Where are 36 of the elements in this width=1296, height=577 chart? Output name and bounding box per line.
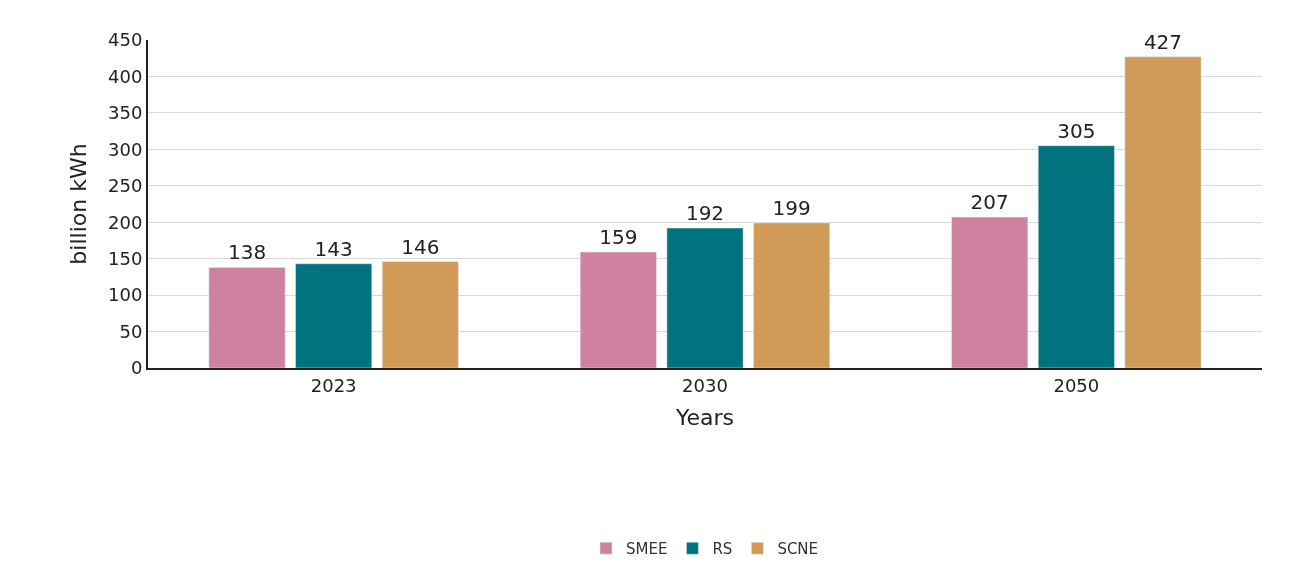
legend-label: SMEE bbox=[626, 540, 668, 559]
x-tick-label: 2023 bbox=[310, 374, 357, 396]
data-label: 138 bbox=[227, 240, 267, 265]
bar bbox=[1124, 56, 1202, 368]
y-tick-label: 300 bbox=[108, 138, 143, 160]
x-axis-title: Years bbox=[674, 405, 735, 430]
bar bbox=[579, 251, 657, 368]
bar bbox=[666, 227, 744, 368]
data-label: 199 bbox=[772, 195, 811, 220]
y-tick-label: 200 bbox=[108, 211, 143, 233]
x-tick-label: 2050 bbox=[1053, 374, 1100, 396]
bar bbox=[208, 267, 286, 368]
x-tick-label: 2030 bbox=[682, 374, 728, 396]
data-label: 159 bbox=[599, 225, 638, 250]
y-tick-label: 250 bbox=[108, 175, 143, 197]
legend-label: SCNE bbox=[777, 540, 819, 559]
y-tick-label: 100 bbox=[108, 284, 143, 306]
bar bbox=[753, 222, 831, 368]
data-label: 305 bbox=[1057, 118, 1096, 143]
y-tick-label: 150 bbox=[108, 247, 143, 269]
bar bbox=[1037, 145, 1115, 368]
data-label: 207 bbox=[970, 190, 1009, 215]
bar bbox=[381, 261, 459, 368]
data-label: 192 bbox=[685, 201, 725, 226]
y-tick-label: 0 bbox=[130, 357, 143, 379]
data-label: 427 bbox=[1143, 29, 1183, 54]
data-label: 146 bbox=[401, 234, 440, 259]
legend-label: RS bbox=[712, 540, 733, 559]
bar bbox=[951, 216, 1029, 368]
y-tick-label: 450 bbox=[108, 29, 143, 51]
y-tick-label: 350 bbox=[108, 102, 143, 124]
y-tick-label: 400 bbox=[108, 65, 143, 87]
y-axis-title: billion kWh bbox=[66, 143, 92, 265]
data-label: 143 bbox=[314, 236, 353, 261]
y-tick-label: 50 bbox=[119, 320, 143, 342]
bar bbox=[295, 263, 373, 368]
